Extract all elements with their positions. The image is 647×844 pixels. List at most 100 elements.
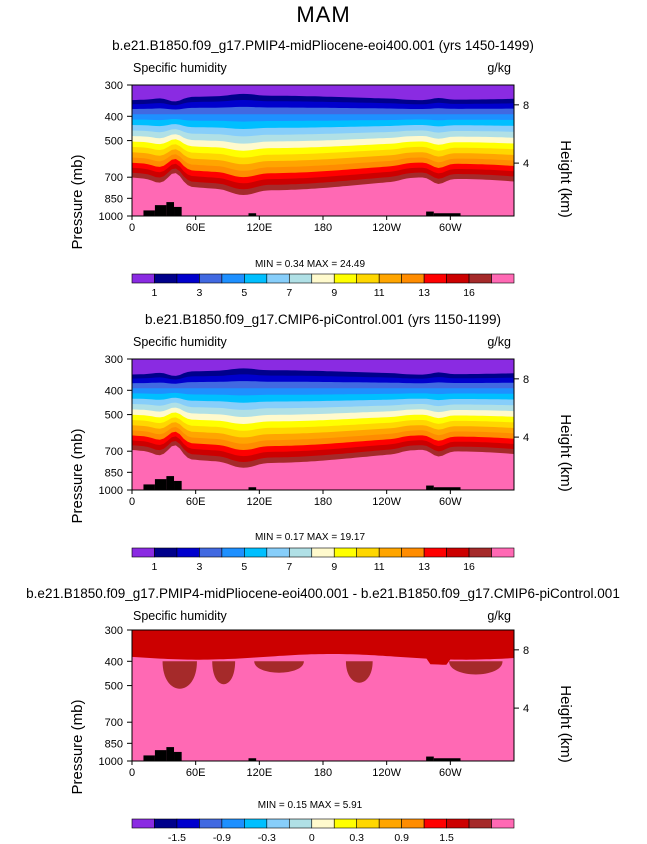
colorbar-label: 0.9 <box>394 832 409 844</box>
panel-title: b.e21.B1850.f09_g17.PMIP4-midPliocene-eo… <box>26 586 620 601</box>
variable-label: Specific humidity <box>133 61 228 75</box>
colorbar-swatch <box>266 273 290 284</box>
colorbar-label: 9 <box>331 287 337 299</box>
colorbar-swatch <box>491 547 515 558</box>
y-axis-label: Pressure (mb) <box>69 428 86 523</box>
figure-title: MAM <box>296 2 351 27</box>
colorbar-swatch <box>423 547 447 558</box>
colorbar-swatch <box>154 547 178 558</box>
contour-band-16 <box>132 445 514 490</box>
topography-block <box>248 758 257 761</box>
topography-block <box>174 480 182 490</box>
colorbar-swatch <box>446 818 470 829</box>
topography-block <box>174 751 182 761</box>
colorbar-label: 0.3 <box>349 832 364 844</box>
topography-block <box>166 476 175 490</box>
y-tick-label: 400 <box>105 656 123 668</box>
colorbar-label: 16 <box>463 287 475 299</box>
colorbar-swatch <box>288 547 313 558</box>
y2-axis-label: Height (km) <box>557 140 574 218</box>
y-axis-label: Pressure (mb) <box>69 154 86 249</box>
plot-area: 300 400 500 700 850 1000 8 4 0 60E 120E 180 120W 60W <box>99 625 530 779</box>
y2-axis-label: Height (km) <box>557 685 574 763</box>
colorbar-swatch <box>244 818 268 829</box>
colorbar-swatch <box>491 818 515 829</box>
colorbar-swatch <box>401 818 425 829</box>
y-tick-label: 850 <box>105 193 123 205</box>
colorbar-swatch <box>356 818 380 829</box>
y-tick-label: 300 <box>105 80 123 92</box>
x-tick-label: 0 <box>129 767 135 779</box>
topography-block <box>154 205 167 216</box>
contour-band-top-5 <box>132 630 514 665</box>
contour-lobe-4 <box>449 661 503 675</box>
colorbar-swatch <box>199 818 223 829</box>
plot-area: 300 400 500 700 850 1000 8 4 0 60E 120E 180 120W 60W <box>99 80 530 234</box>
y-tick-label: 1000 <box>99 756 123 768</box>
colorbar-swatch <box>131 273 155 284</box>
x-tick-label: 0 <box>129 222 135 234</box>
y2-tick-label: 8 <box>523 100 529 112</box>
colorbar-label: 3 <box>196 561 202 573</box>
colorbar-swatch <box>491 273 515 284</box>
y2-tick-label: 4 <box>523 703 529 715</box>
colorbar-swatch <box>423 818 447 829</box>
units-label: g/kg <box>487 609 511 623</box>
y-axis-label: Pressure (mb) <box>69 699 86 794</box>
colorbar-swatch <box>244 273 268 284</box>
colorbar-swatch <box>333 273 358 284</box>
colorbar-swatch <box>311 273 335 284</box>
colorbar-swatch <box>244 547 268 558</box>
y-tick-label: 400 <box>105 111 123 123</box>
colorbar-swatch <box>221 818 245 829</box>
y-tick-label: 500 <box>105 136 123 148</box>
colorbar-swatch <box>333 818 358 829</box>
y-tick-label: 700 <box>105 717 123 729</box>
y-tick-label: 850 <box>105 467 123 479</box>
minmax-label: MIN = 0.15 MAX = 5.91 <box>258 800 363 811</box>
contour-lobe-3 <box>345 661 373 683</box>
x-tick-label: 180 <box>314 496 332 508</box>
y-tick-label: 500 <box>105 410 123 422</box>
contour-lobe-1 <box>212 661 236 685</box>
colorbar-label: 5 <box>241 287 247 299</box>
variable-label: Specific humidity <box>133 609 228 623</box>
topography-block <box>433 758 461 761</box>
minmax-label: MIN = 0.17 MAX = 19.17 <box>255 532 365 543</box>
colorbar-swatch <box>468 818 492 829</box>
colorbar-label: -1.5 <box>168 832 186 844</box>
y-tick-label: 700 <box>105 172 123 184</box>
x-tick-label: 120W <box>372 767 401 779</box>
colorbar-label: 0 <box>309 832 315 844</box>
panel-title: b.e21.B1850.f09_g17.CMIP6-piControl.001 … <box>145 312 501 327</box>
colorbar-label: 7 <box>286 287 292 299</box>
contour-lobe-2 <box>254 661 304 673</box>
topography-block <box>143 484 155 490</box>
panel-2: b.e21.B1850.f09_g17.CMIP6-piControl.001 … <box>69 312 574 573</box>
colorbar-label: 1 <box>152 287 158 299</box>
topography-block <box>166 202 175 216</box>
colorbar-label: -0.9 <box>213 832 231 844</box>
colorbar-label: 3 <box>196 287 202 299</box>
colorbar-label: 1.5 <box>439 832 454 844</box>
y2-tick-label: 8 <box>523 374 529 386</box>
colorbar-swatch <box>176 818 200 829</box>
colorbar-swatch <box>131 547 155 558</box>
colorbar-swatch <box>401 273 425 284</box>
y-tick-label: 850 <box>105 738 123 750</box>
colorbar-swatch <box>199 547 223 558</box>
colorbar-swatch <box>468 273 492 284</box>
x-tick-label: 60W <box>439 222 462 234</box>
topography-block <box>143 210 155 216</box>
y-tick-label: 400 <box>105 385 123 397</box>
y-tick-label: 500 <box>105 681 123 693</box>
topography-block <box>166 747 175 761</box>
colorbar-swatch <box>378 547 402 558</box>
colorbar-label: 9 <box>331 561 337 573</box>
topography-block <box>154 479 167 490</box>
panel-3: b.e21.B1850.f09_g17.PMIP4-midPliocene-eo… <box>26 586 620 844</box>
colorbar-swatch <box>288 273 313 284</box>
colorbar-swatch <box>154 273 178 284</box>
x-tick-label: 60E <box>186 767 206 779</box>
y2-tick-label: 4 <box>523 432 529 444</box>
